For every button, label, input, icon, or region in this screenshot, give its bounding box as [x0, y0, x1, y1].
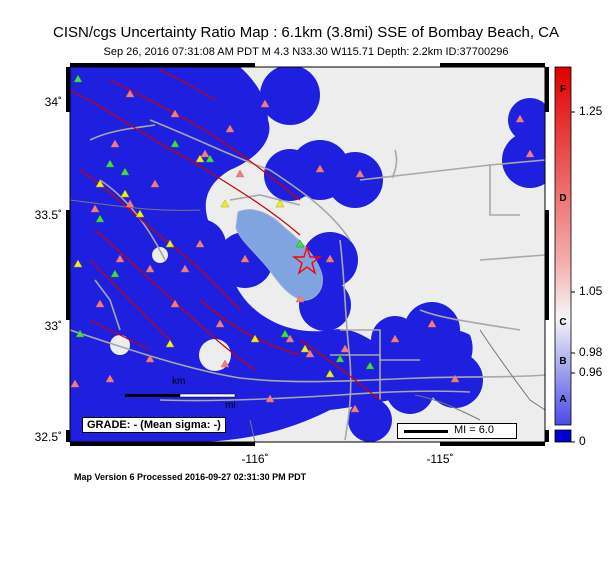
grade-box: GRADE: - (Mean sigma: -): [82, 417, 226, 433]
epicenter-star: [291, 244, 323, 275]
map-version-footer: Map Version 6 Processed 2016-09-27 02:31…: [74, 472, 307, 482]
map-subtitle: Sep 26, 2016 07:31:08 AM PDT M 4.3 N33.3…: [103, 46, 509, 58]
colorbar-tick-1-05: 1.05: [579, 284, 603, 298]
colorbar-letter-d: D: [559, 193, 567, 204]
colorbar-tick-0-96: 0.96: [579, 365, 603, 379]
mi-legend-bar: [404, 430, 448, 433]
scale-bar-mi-label: mi: [225, 400, 236, 411]
stations-yellow: [73, 154, 335, 378]
salton-sea: [235, 209, 323, 301]
mi-legend-label: MI = 6.0: [454, 424, 495, 436]
faults: [70, 69, 381, 401]
lon-label-115: -115˚: [426, 452, 454, 466]
colorbar-letter-a: A: [559, 394, 567, 405]
colorbar-letter-c: C: [559, 317, 567, 328]
uncertainty-coverage: [70, 67, 473, 442]
stations-green: [73, 74, 375, 370]
lat-label-32-5: 32.5˚: [34, 430, 62, 444]
colorbar-tick-0-98: 0.98: [579, 345, 603, 359]
county-lines: [70, 199, 545, 442]
map-title: CISN/cgs Uncertainty Ratio Map : 6.1km (…: [52, 24, 560, 41]
frame-ticks: [66, 63, 549, 446]
uncertainty-blobs: [149, 67, 545, 442]
lat-label-33: 33˚: [44, 319, 62, 333]
mi-legend: MI = 6.0: [397, 423, 517, 439]
scale-bar: [125, 393, 236, 398]
lat-label-33-5: 33.5˚: [34, 208, 62, 222]
colorbar-letter-b: B: [559, 356, 567, 367]
scale-bar-km-label: km: [172, 376, 186, 387]
colorbar-tick-1-25: 1.25: [579, 104, 603, 118]
colorbar-tick-0: 0: [579, 434, 586, 448]
colorbar: [554, 66, 575, 443]
colorbar-letter-f: F: [559, 84, 567, 95]
lon-label-116: -116˚: [241, 452, 269, 466]
stations-red: [70, 89, 535, 413]
lat-label-34: 34˚: [44, 95, 62, 109]
